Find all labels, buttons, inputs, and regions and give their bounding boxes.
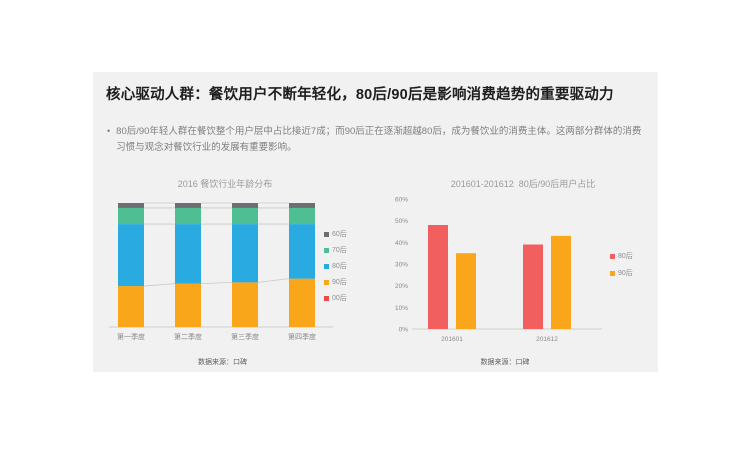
user-share-plot: 60% 50% 40% 30% 20% 10% 0% 201601 201612 bbox=[395, 197, 602, 343]
grouped-bar bbox=[456, 253, 476, 329]
y-tick-label: 50% bbox=[395, 218, 408, 225]
grouped-bar bbox=[551, 235, 571, 329]
legend-swatch-icon bbox=[610, 271, 615, 276]
stacked-bar-segment bbox=[232, 282, 258, 327]
legend-item: 80后 bbox=[610, 253, 633, 260]
grouped-bar bbox=[523, 244, 543, 329]
legend-label: 00后 bbox=[332, 295, 347, 302]
x-tick-label: 第二季度 bbox=[174, 332, 202, 341]
stacked-bar-segment bbox=[118, 286, 144, 327]
stacked-bar-segment bbox=[118, 207, 144, 225]
x-tick-label: 201601 bbox=[441, 336, 463, 343]
x-tick-label: 第一季度 bbox=[117, 332, 145, 341]
legend-label: 80后 bbox=[332, 263, 347, 270]
age-distribution-source: 数据来源：口碑 bbox=[198, 359, 247, 366]
stacked-bar-segment bbox=[175, 224, 201, 284]
stacked-bar-segment bbox=[118, 203, 144, 208]
stacked-bar-segment bbox=[175, 207, 201, 225]
user-share-chart: 201601-201612 80后/90后用户占比 60% 50% 40% 30% 20… bbox=[390, 177, 658, 367]
legend-label: 90后 bbox=[332, 279, 347, 286]
grouped-bar bbox=[428, 225, 448, 329]
legend-swatch-icon bbox=[324, 296, 329, 301]
slide-title: 核心驱动人群：餐饮用户不断年轻化，80后/90后是影响消费趋势的重要驱动力 bbox=[106, 87, 614, 103]
legend-item: 70后 bbox=[324, 247, 347, 254]
y-tick-label: 30% bbox=[395, 262, 408, 269]
legend-swatch-icon bbox=[324, 232, 329, 237]
legend-item: 90后 bbox=[324, 279, 347, 286]
y-tick-label: 40% bbox=[395, 240, 408, 247]
y-tick-label: 10% bbox=[395, 305, 408, 312]
stacked-bar-segment bbox=[118, 224, 144, 287]
series-connector-line bbox=[200, 281, 233, 284]
legend-item: 90后 bbox=[610, 270, 633, 277]
y-tick-label: 60% bbox=[395, 197, 408, 204]
legend-label: 80后 bbox=[618, 253, 633, 260]
stacked-bar-segment bbox=[175, 283, 201, 327]
legend-swatch-icon bbox=[324, 248, 329, 253]
legend-item: 80后 bbox=[324, 263, 347, 270]
legend-item: 00后 bbox=[324, 295, 347, 302]
y-tick-label: 20% bbox=[395, 283, 408, 290]
stacked-bar-segment bbox=[289, 207, 315, 225]
stacked-bar-segment bbox=[289, 278, 315, 327]
stacked-bar-segment bbox=[232, 224, 258, 283]
bullet-row: • 80后/90年轻人群在餐饮整个用户层中占比接近7成；而90后正在逐渐超越80… bbox=[107, 124, 647, 156]
x-tick-label: 第四季度 bbox=[288, 332, 316, 341]
stacked-bar-segment bbox=[289, 224, 315, 279]
legend-swatch-icon bbox=[324, 264, 329, 269]
stacked-bar-segment bbox=[175, 203, 201, 208]
legend-item: 60后 bbox=[324, 231, 347, 238]
bullet-text: 80后/90年轻人群在餐饮整个用户层中占比接近7成；而90后正在逐渐超越80后，… bbox=[116, 126, 642, 154]
legend-label: 70后 bbox=[332, 247, 347, 254]
age-distribution-chart: 2016 餐饮行业年龄分布 第一季度 第二季度 第三季度 第四季度 60后 70后 80后… bbox=[105, 177, 360, 367]
y-tick-label: 0% bbox=[399, 327, 409, 334]
user-share-source: 数据来源：口碑 bbox=[480, 359, 530, 366]
stacked-bar-segment bbox=[289, 203, 315, 208]
slide-card: 核心驱动人群：餐饮用户不断年轻化，80后/90后是影响消费趋势的重要驱动力 • … bbox=[93, 72, 658, 372]
legend-swatch-icon bbox=[324, 280, 329, 285]
series-connector-line bbox=[257, 278, 290, 283]
x-tick-label: 第三季度 bbox=[231, 332, 259, 341]
series-connector-line bbox=[143, 283, 176, 287]
stacked-bar-segment bbox=[232, 207, 258, 225]
age-distribution-legend: 60后 70后 80后 90后 00后 bbox=[324, 231, 347, 302]
legend-label: 90后 bbox=[618, 270, 633, 277]
legend-swatch-icon bbox=[610, 254, 615, 259]
x-tick-label: 201612 bbox=[536, 336, 558, 343]
stacked-bar-segment bbox=[232, 203, 258, 208]
legend-label: 60后 bbox=[332, 231, 347, 238]
user-share-chart-title: 201601-201612 80后/90后用户占比 bbox=[450, 179, 596, 189]
age-distribution-plot: 第一季度 第二季度 第三季度 第四季度 bbox=[109, 202, 333, 341]
bullet-marker: • bbox=[107, 126, 111, 136]
user-share-legend: 80后 90后 bbox=[610, 253, 633, 277]
age-distribution-chart-title: 2016 餐饮行业年龄分布 bbox=[177, 179, 273, 189]
